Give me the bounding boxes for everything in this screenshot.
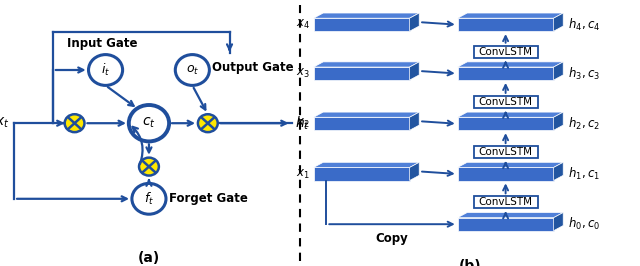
Polygon shape bbox=[314, 67, 410, 80]
Polygon shape bbox=[410, 62, 419, 80]
Text: $x_1$: $x_1$ bbox=[296, 167, 310, 181]
Text: $c_t$: $c_t$ bbox=[142, 116, 156, 130]
Circle shape bbox=[65, 114, 84, 132]
Polygon shape bbox=[314, 62, 419, 67]
Text: ConvLSTM: ConvLSTM bbox=[479, 147, 532, 157]
Polygon shape bbox=[458, 13, 563, 18]
Polygon shape bbox=[458, 213, 563, 218]
Text: $o_t$: $o_t$ bbox=[186, 64, 199, 77]
Text: $h_t$: $h_t$ bbox=[294, 114, 310, 132]
Text: $h_3, c_3$: $h_3, c_3$ bbox=[568, 65, 600, 82]
Polygon shape bbox=[554, 62, 563, 80]
Text: $h_4, c_4$: $h_4, c_4$ bbox=[568, 17, 600, 33]
Circle shape bbox=[132, 183, 166, 214]
Polygon shape bbox=[458, 112, 563, 117]
Polygon shape bbox=[410, 162, 419, 181]
Polygon shape bbox=[554, 13, 563, 31]
Polygon shape bbox=[314, 13, 419, 18]
Polygon shape bbox=[314, 112, 419, 117]
Text: ConvLSTM: ConvLSTM bbox=[479, 97, 532, 107]
Text: Output Gate: Output Gate bbox=[212, 61, 294, 74]
Text: ConvLSTM: ConvLSTM bbox=[479, 197, 532, 207]
Polygon shape bbox=[314, 117, 410, 130]
Polygon shape bbox=[554, 213, 563, 231]
Text: $x_3$: $x_3$ bbox=[296, 67, 310, 80]
Text: $x_t$: $x_t$ bbox=[0, 116, 10, 130]
Text: ConvLSTM: ConvLSTM bbox=[479, 47, 532, 57]
Polygon shape bbox=[458, 218, 554, 231]
Text: $h_1, c_1$: $h_1, c_1$ bbox=[568, 166, 600, 182]
Polygon shape bbox=[554, 112, 563, 130]
Polygon shape bbox=[458, 62, 563, 67]
FancyBboxPatch shape bbox=[474, 196, 538, 209]
Polygon shape bbox=[458, 162, 563, 168]
Circle shape bbox=[88, 55, 123, 85]
Text: Forget Gate: Forget Gate bbox=[169, 192, 248, 205]
Text: (a): (a) bbox=[138, 251, 160, 265]
Text: $h_2, c_2$: $h_2, c_2$ bbox=[568, 116, 600, 132]
Polygon shape bbox=[458, 18, 554, 31]
Text: $x_2$: $x_2$ bbox=[296, 117, 310, 130]
Text: $x_4$: $x_4$ bbox=[296, 18, 310, 31]
Polygon shape bbox=[458, 117, 554, 130]
Polygon shape bbox=[554, 162, 563, 181]
Circle shape bbox=[175, 55, 209, 85]
Text: $f_t$: $f_t$ bbox=[144, 191, 154, 207]
Text: $h_0, c_0$: $h_0, c_0$ bbox=[568, 216, 600, 232]
Polygon shape bbox=[458, 67, 554, 80]
Polygon shape bbox=[314, 18, 410, 31]
Polygon shape bbox=[410, 13, 419, 31]
Text: $i_t$: $i_t$ bbox=[101, 62, 110, 78]
Text: Copy: Copy bbox=[376, 232, 408, 245]
Polygon shape bbox=[458, 168, 554, 181]
Text: (b): (b) bbox=[459, 259, 482, 266]
Polygon shape bbox=[314, 168, 410, 181]
FancyBboxPatch shape bbox=[474, 146, 538, 158]
Polygon shape bbox=[314, 162, 419, 168]
Polygon shape bbox=[410, 112, 419, 130]
Circle shape bbox=[139, 158, 159, 176]
Text: Input Gate: Input Gate bbox=[67, 36, 138, 49]
FancyBboxPatch shape bbox=[474, 45, 538, 58]
Circle shape bbox=[129, 105, 169, 142]
Circle shape bbox=[198, 114, 218, 132]
FancyBboxPatch shape bbox=[474, 96, 538, 108]
